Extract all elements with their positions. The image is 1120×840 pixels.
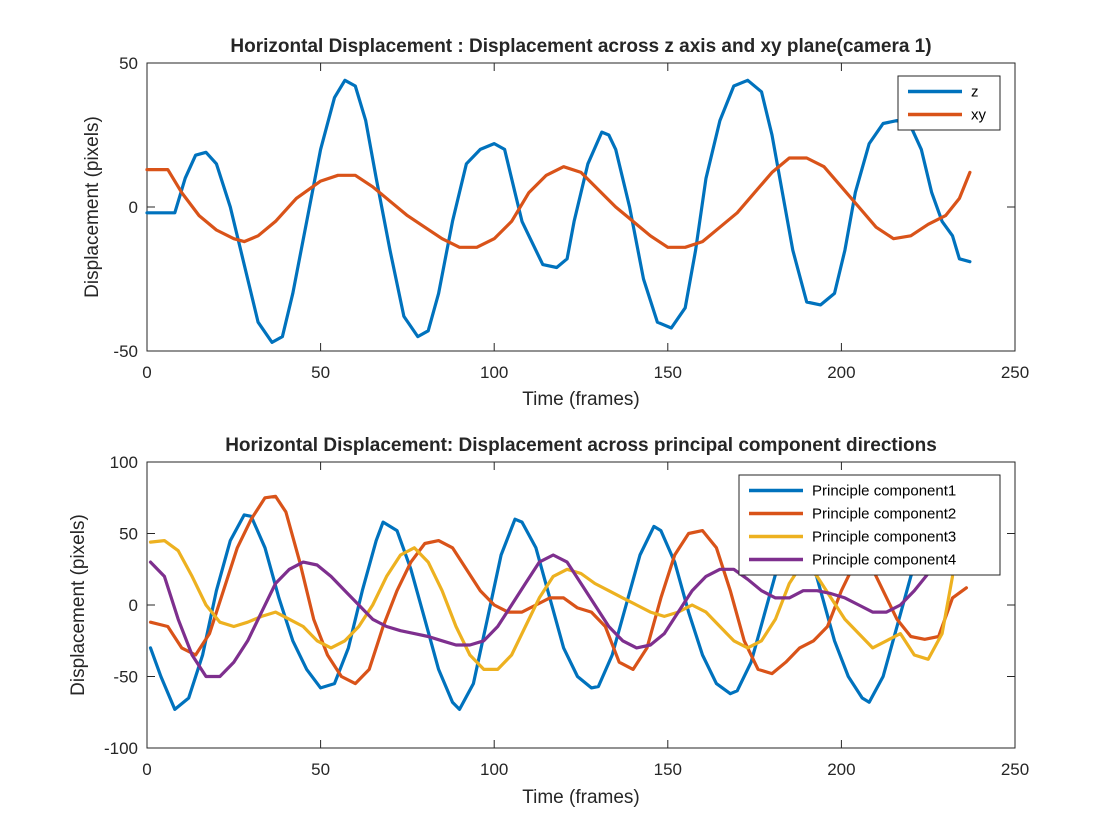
y-tick-label: 100 bbox=[110, 453, 138, 472]
x-axis-label: Time (frames) bbox=[522, 787, 640, 808]
x-tick-label: 250 bbox=[1001, 760, 1029, 779]
chart-title: Horizontal Displacement : Displacement a… bbox=[230, 36, 931, 57]
y-tick-label: 50 bbox=[119, 525, 138, 544]
x-tick-label: 50 bbox=[311, 760, 330, 779]
x-tick-label: 150 bbox=[654, 363, 682, 382]
x-tick-label: 0 bbox=[142, 363, 151, 382]
legend-box bbox=[897, 75, 1001, 131]
x-axis-label: Time (frames) bbox=[522, 389, 640, 410]
x-tick-label: 100 bbox=[480, 363, 508, 382]
legend-entry: Principle component1 bbox=[812, 483, 956, 500]
chart-2: 0 50 100 150 200 250 -100 -50 0 50 100 Horizontal D… bbox=[68, 435, 1029, 808]
y-tick-label: -50 bbox=[113, 342, 138, 361]
y-tick-label: 50 bbox=[119, 54, 138, 73]
series-line-3 bbox=[148, 538, 955, 672]
legend-entry: Principle component4 bbox=[812, 552, 956, 569]
series-line-1 bbox=[145, 78, 972, 344]
y-tick-label: 0 bbox=[129, 596, 138, 615]
legend-entry: xy bbox=[971, 107, 987, 124]
chart-title: Horizontal Displacement: Displacement ac… bbox=[225, 435, 937, 456]
series-line-2 bbox=[145, 156, 972, 249]
legend: z xy bbox=[897, 75, 1001, 131]
x-tick-label: 0 bbox=[142, 760, 151, 779]
x-tick-label: 150 bbox=[654, 760, 682, 779]
legend-entry: Principle component2 bbox=[812, 506, 956, 523]
series-line-2 bbox=[148, 494, 969, 686]
x-tick-label: 50 bbox=[311, 363, 330, 382]
x-tick-label: 200 bbox=[827, 760, 855, 779]
legend: Principle component1 Principle component2… bbox=[738, 474, 1001, 576]
x-tick-label: 250 bbox=[1001, 363, 1029, 382]
legend-entry: Principle component3 bbox=[812, 529, 956, 546]
y-tick-label: -50 bbox=[113, 668, 138, 687]
y-axis-label: Displacement (pixels) bbox=[68, 514, 89, 696]
x-tick-label: 100 bbox=[480, 760, 508, 779]
series-line-4 bbox=[148, 553, 944, 679]
y-tick-label: -100 bbox=[104, 739, 138, 758]
legend-entry: z bbox=[971, 84, 979, 101]
y-tick-label: 0 bbox=[129, 198, 138, 217]
y-axis-label: Displacement (pixels) bbox=[82, 116, 103, 298]
plot-area bbox=[146, 62, 1016, 352]
x-tick-label: 200 bbox=[827, 363, 855, 382]
